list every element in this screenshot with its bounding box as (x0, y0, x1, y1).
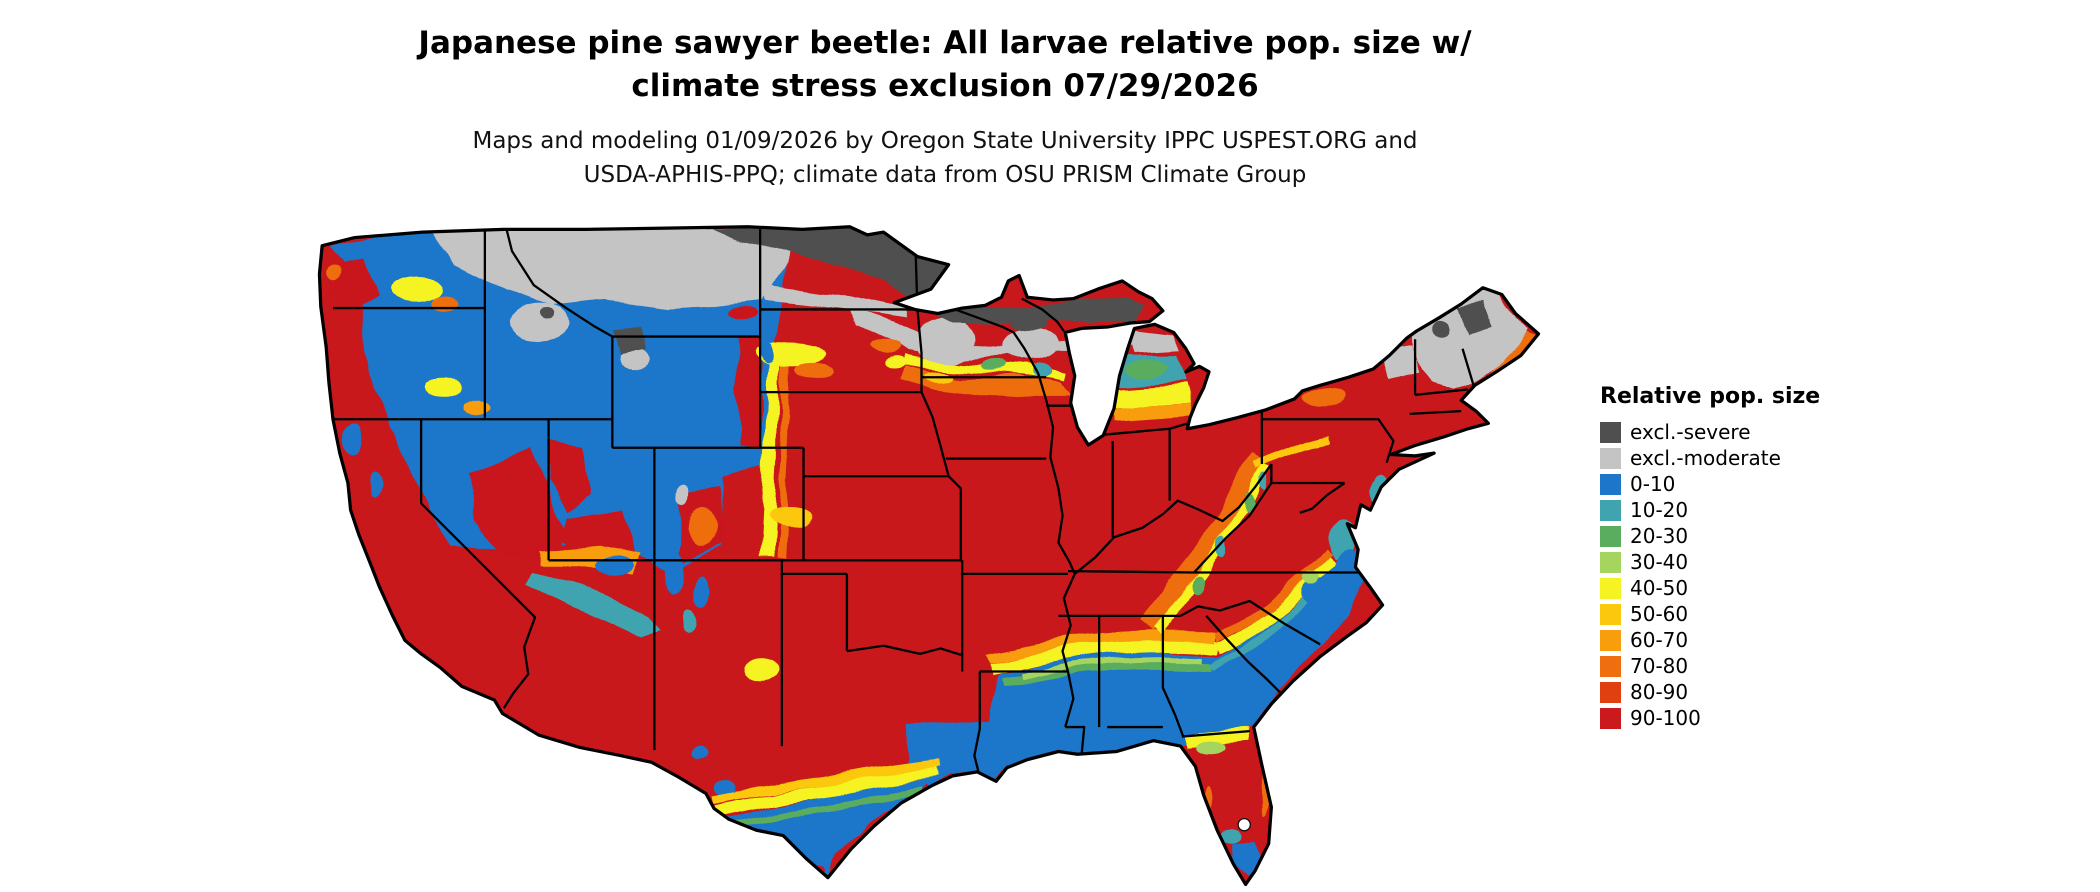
legend-item-label: 80-90 (1630, 680, 1689, 704)
legend-item-label: 20-30 (1630, 524, 1689, 548)
legend-swatch (1600, 629, 1621, 651)
legend-swatch (1600, 655, 1621, 677)
legend-item: 20-30 (1600, 523, 1920, 549)
legend-item: 60-70 (1600, 627, 1920, 653)
legend-item: 80-90 (1600, 679, 1920, 705)
legend: Relative pop. size excl.-severe excl.-mod… (1600, 384, 1920, 731)
legend-item: 70-80 (1600, 653, 1920, 679)
legend-item-label: 60-70 (1630, 628, 1689, 652)
legend-item-label: 0-10 (1630, 472, 1676, 496)
legend-swatch (1600, 681, 1621, 703)
legend-item-label: 40-50 (1630, 576, 1689, 600)
legend-swatch (1600, 707, 1621, 729)
legend-item: excl.-moderate (1600, 445, 1920, 471)
map-subtitle-line2: USDA-APHIS-PPQ; climate data from OSU PR… (583, 162, 1307, 189)
legend-items: excl.-severe excl.-moderate 0-10 10-20 20-30… (1600, 419, 1920, 731)
legend-item: 50-60 (1600, 601, 1920, 627)
legend-swatch (1600, 473, 1621, 495)
legend-item-label: 50-60 (1630, 602, 1689, 626)
legend-item-label: 30-40 (1630, 550, 1689, 574)
state-borders (327, 226, 1476, 773)
legend-swatch (1600, 447, 1621, 469)
map-title-line1: Japanese pine sawyer beetle: All larvae … (418, 25, 1472, 61)
map-title: Japanese pine sawyer beetle: All larvae … (300, 22, 1590, 108)
lake-okeechobee (1237, 817, 1252, 832)
us-risk-map (314, 224, 1548, 888)
legend-item: 40-50 (1600, 575, 1920, 601)
map-subtitle-line1: Maps and modeling 01/09/2026 by Oregon S… (472, 128, 1418, 154)
legend-title: Relative pop. size (1600, 384, 1821, 409)
legend-swatch (1600, 551, 1621, 573)
legend-swatch (1600, 577, 1621, 599)
legend-item-label: 10-20 (1630, 498, 1689, 522)
legend-item: 0-10 (1600, 471, 1920, 497)
map-title-line2: climate stress exclusion 07/29/2026 (631, 67, 1259, 104)
legend-item: 90-100 (1600, 705, 1920, 731)
us-risk-map-svg (317, 225, 1541, 887)
legend-swatch (1600, 525, 1621, 547)
legend-item-label: excl.-moderate (1630, 446, 1781, 470)
legend-item: 10-20 (1600, 497, 1920, 523)
legend-item: excl.-severe (1600, 419, 1920, 445)
map-subtitle: Maps and modeling 01/09/2026 by Oregon S… (300, 124, 1590, 192)
legend-item: 30-40 (1600, 549, 1920, 575)
legend-swatch (1600, 421, 1621, 443)
legend-item-label: 90-100 (1630, 706, 1701, 730)
legend-item-label: excl.-severe (1630, 420, 1751, 444)
legend-item-label: 70-80 (1630, 654, 1689, 678)
legend-swatch (1600, 603, 1621, 625)
legend-swatch (1600, 499, 1621, 521)
